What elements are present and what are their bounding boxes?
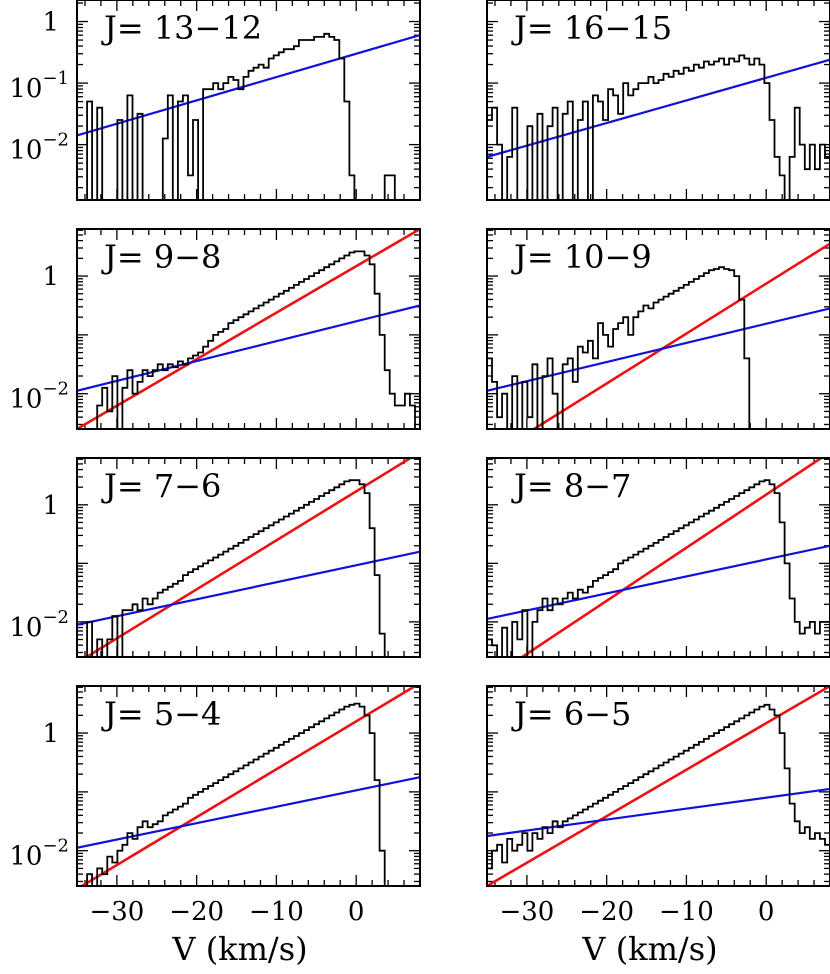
y-tick-label: 10−2 [9,130,69,166]
fit-lines [77,686,420,886]
spectrum-histogram [77,479,420,657]
y-tick-base: 10 [9,136,42,166]
panel-label: J= 10−9 [511,238,652,276]
panel-label: J= 8−7 [511,467,631,505]
panel-label: J= 7−6 [101,467,221,505]
slow-fit-line [77,34,420,137]
y-tick-exponent: −2 [42,836,69,857]
panel-frame [486,685,830,887]
y-tick-base: 10 [9,385,42,415]
fast-fit-line [79,686,418,886]
y-tick-label: 1 [42,719,59,749]
slow-fit-line [77,776,420,849]
spectrum-histogram [487,703,830,870]
y-tick-base: 10 [9,842,42,872]
panel-7: J= 5−4 1 10−2 −30 −20 −10 0 [9,685,421,927]
x-tick-label: −10 [659,897,714,927]
x-tick-label: −30 [499,897,554,927]
panel-6: J= 8−7 [486,457,830,658]
panel-label: J= 16−15 [511,9,672,47]
panel-label: J= 13−12 [101,9,262,47]
slow-fit-line [77,304,420,392]
panel-label: J= 5−4 [101,695,221,733]
panel-8: J= 6−5 −30 −20 −10 0 [486,685,830,927]
slow-fit-line [487,544,830,621]
y-tick-label: 1 [42,8,59,38]
panel-2: J= 16−15 [486,0,830,201]
panel-frame [486,228,830,430]
fit-lines [77,34,420,137]
spectrum-histogram [77,250,420,429]
panel-label: J= 6−5 [511,695,631,733]
panel-label: J= 9−8 [101,238,221,276]
slow-fit-line [487,58,830,158]
x-axis-label-left: V (km/s) [171,930,307,968]
spectrum-histogram [77,32,420,200]
x-tick-label: 0 [758,897,775,927]
fit-lines [487,242,830,429]
slow-fit-line [77,550,420,626]
y-tick-base: 10 [9,613,42,643]
fit-lines [77,458,420,657]
y-tick-base: 10 [9,74,42,104]
spectrum-histogram [487,54,830,200]
x-tick-label: −10 [249,897,304,927]
fit-lines [487,58,830,158]
fit-lines [487,686,830,886]
x-tick-label: −20 [579,897,634,927]
y-tick-label: 1 [42,491,59,521]
y-tick-exponent: −2 [42,379,69,400]
panel-frame [76,0,421,201]
panel-frame [76,685,421,887]
spectrum-histogram [487,479,830,657]
spectrum-histogram [487,266,830,429]
fast-fit-line [84,458,413,657]
spectrum-histogram [77,702,420,886]
panel-frame [76,457,421,658]
y-tick-label: 10−2 [9,379,69,415]
y-tick-exponent: −2 [42,130,69,151]
panel-frame [486,0,830,201]
fast-fit-line [531,242,830,429]
panel-5: J= 7−6 1 10−2 [9,457,421,658]
y-tick-label: 10−1 [9,68,69,104]
x-axis-label-right: V (km/s) [581,930,717,968]
y-tick-exponent: −1 [42,68,69,89]
y-tick-label: 10−2 [9,607,69,643]
fit-lines [77,229,420,429]
y-tick-label: 10−2 [9,836,69,872]
fit-lines [487,458,830,657]
y-tick-label: 1 [42,262,59,292]
x-tick-label: −30 [89,897,144,927]
slow-fit-line [487,787,830,838]
panel-4: J= 10−9 [486,228,830,430]
panel-frame [486,457,830,658]
x-tick-label: −20 [169,897,224,927]
fast-fit-line [487,686,830,886]
panel-3: J= 9−8 1 10−2 [9,228,421,430]
fast-fit-line [519,458,824,657]
slow-fit-line [487,307,830,392]
panel-frame [76,228,421,430]
x-tick-label: 0 [348,897,365,927]
fast-fit-line [77,229,420,429]
y-tick-exponent: −2 [42,607,69,628]
